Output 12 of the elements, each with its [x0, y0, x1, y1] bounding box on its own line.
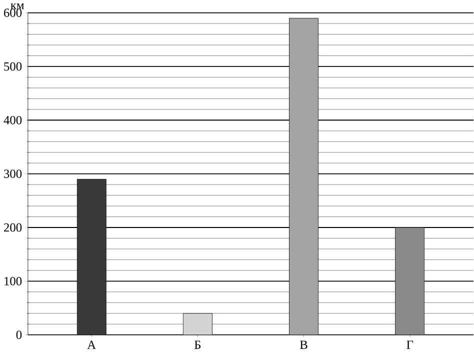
y-tick-label: 200	[4, 223, 22, 232]
x-tick-label: Г	[406, 340, 414, 349]
x-tick-label: Б	[194, 340, 201, 349]
y-tick-label: 0	[16, 330, 22, 339]
y-tick-label: 600	[4, 8, 22, 17]
y-axis-title: км	[10, 3, 24, 9]
x-tick-label: В	[300, 340, 308, 349]
y-tick-label: 300	[4, 169, 22, 178]
y-tick-label: 500	[4, 62, 22, 70]
y-tick-label: 400	[4, 116, 22, 124]
x-tick-label: А	[87, 340, 96, 349]
y-tick-label: 100	[4, 276, 22, 286]
